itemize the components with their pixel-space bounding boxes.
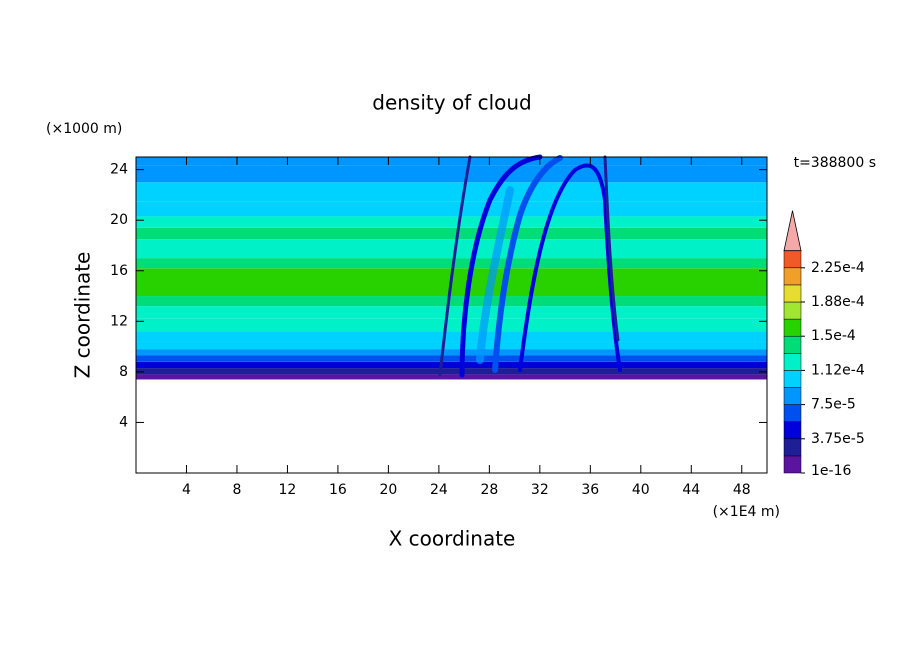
colorbar-box	[783, 318, 802, 337]
plume	[459, 154, 543, 378]
y-tick-label: 4	[119, 414, 128, 430]
x-tick-label: 28	[480, 482, 498, 498]
contour-band	[136, 296, 767, 307]
contour-band	[136, 368, 767, 375]
colorbar-box	[783, 353, 802, 371]
x-tick-label: 16	[329, 482, 347, 498]
colorbar-extend	[783, 210, 802, 252]
colorbar-box	[783, 250, 802, 269]
colorbar-label: 1.5e-4	[811, 328, 856, 344]
colorbar-label: 1e-16	[811, 463, 851, 479]
colorbar-label: 3.75e-5	[811, 431, 865, 447]
plume	[492, 155, 563, 373]
colorbar-box	[783, 301, 802, 320]
colorbar-box	[783, 387, 802, 405]
plot-frame	[135, 156, 768, 474]
y-axis-label: Z coordinate	[71, 252, 95, 379]
contour-band	[136, 227, 767, 240]
x-tick-label: 4	[182, 482, 191, 498]
colorbar-box	[783, 438, 802, 457]
colorbar-label: 7.5e-5	[811, 397, 856, 413]
chart-title: density of cloud	[372, 91, 531, 115]
x-axis-label: X coordinate	[389, 527, 516, 551]
x-tick-label: 8	[232, 482, 241, 498]
x-unit: (×1E4 m)	[713, 504, 780, 520]
x-tick-label: 32	[531, 482, 549, 498]
colorbar-box	[783, 370, 802, 388]
contour-band	[136, 331, 767, 342]
contour-band	[136, 201, 767, 217]
contour-band	[136, 182, 767, 202]
y-tick-label: 16	[110, 263, 128, 279]
colorbar-box	[783, 335, 802, 354]
contour-band	[136, 361, 767, 369]
contour-band	[136, 318, 767, 332]
plume	[476, 186, 514, 364]
x-tick-label: 36	[581, 482, 599, 498]
x-tick-label: 48	[733, 482, 751, 498]
plume	[518, 163, 622, 372]
y-tick-label: 8	[119, 364, 128, 380]
y-tick-label: 12	[110, 313, 128, 329]
colorbar-label: 1.88e-4	[811, 294, 865, 310]
colorbar-label: 1.12e-4	[811, 362, 865, 378]
contour-band	[136, 239, 767, 259]
contour-band	[136, 349, 767, 356]
x-tick-label: 20	[379, 482, 397, 498]
colorbar-box	[783, 267, 802, 286]
x-tick-label: 12	[279, 482, 297, 498]
colorbar-box	[783, 404, 802, 422]
colorbar-box	[783, 421, 802, 440]
contour-band	[136, 355, 767, 362]
colorbar: 1e-16 3.75e-5 7.5e-5 1.12e-4 1.5e-4 1.88e-4 2.…	[783, 210, 865, 479]
contour-band	[136, 374, 767, 380]
time-label: t=388800 s	[794, 155, 876, 171]
plumes	[438, 154, 622, 378]
y-tick-label: 24	[110, 162, 128, 178]
x-tick-label: 44	[682, 482, 700, 498]
contour-band	[136, 258, 767, 269]
colorbar-label: 2.25e-4	[811, 260, 865, 276]
y-tick-label: 20	[110, 212, 128, 228]
colorbar-box	[783, 284, 802, 303]
y-unit: (×1000 m)	[46, 121, 122, 137]
colorbar-box	[783, 455, 802, 474]
plume	[603, 155, 620, 342]
plume	[438, 155, 472, 377]
contour-band	[136, 157, 767, 166]
contour-band	[136, 165, 767, 183]
contour-band	[136, 306, 767, 319]
x-tick-label: 24	[430, 482, 448, 498]
contour-band	[136, 216, 767, 228]
x-tick-label: 40	[632, 482, 650, 498]
contour-band	[136, 341, 767, 350]
